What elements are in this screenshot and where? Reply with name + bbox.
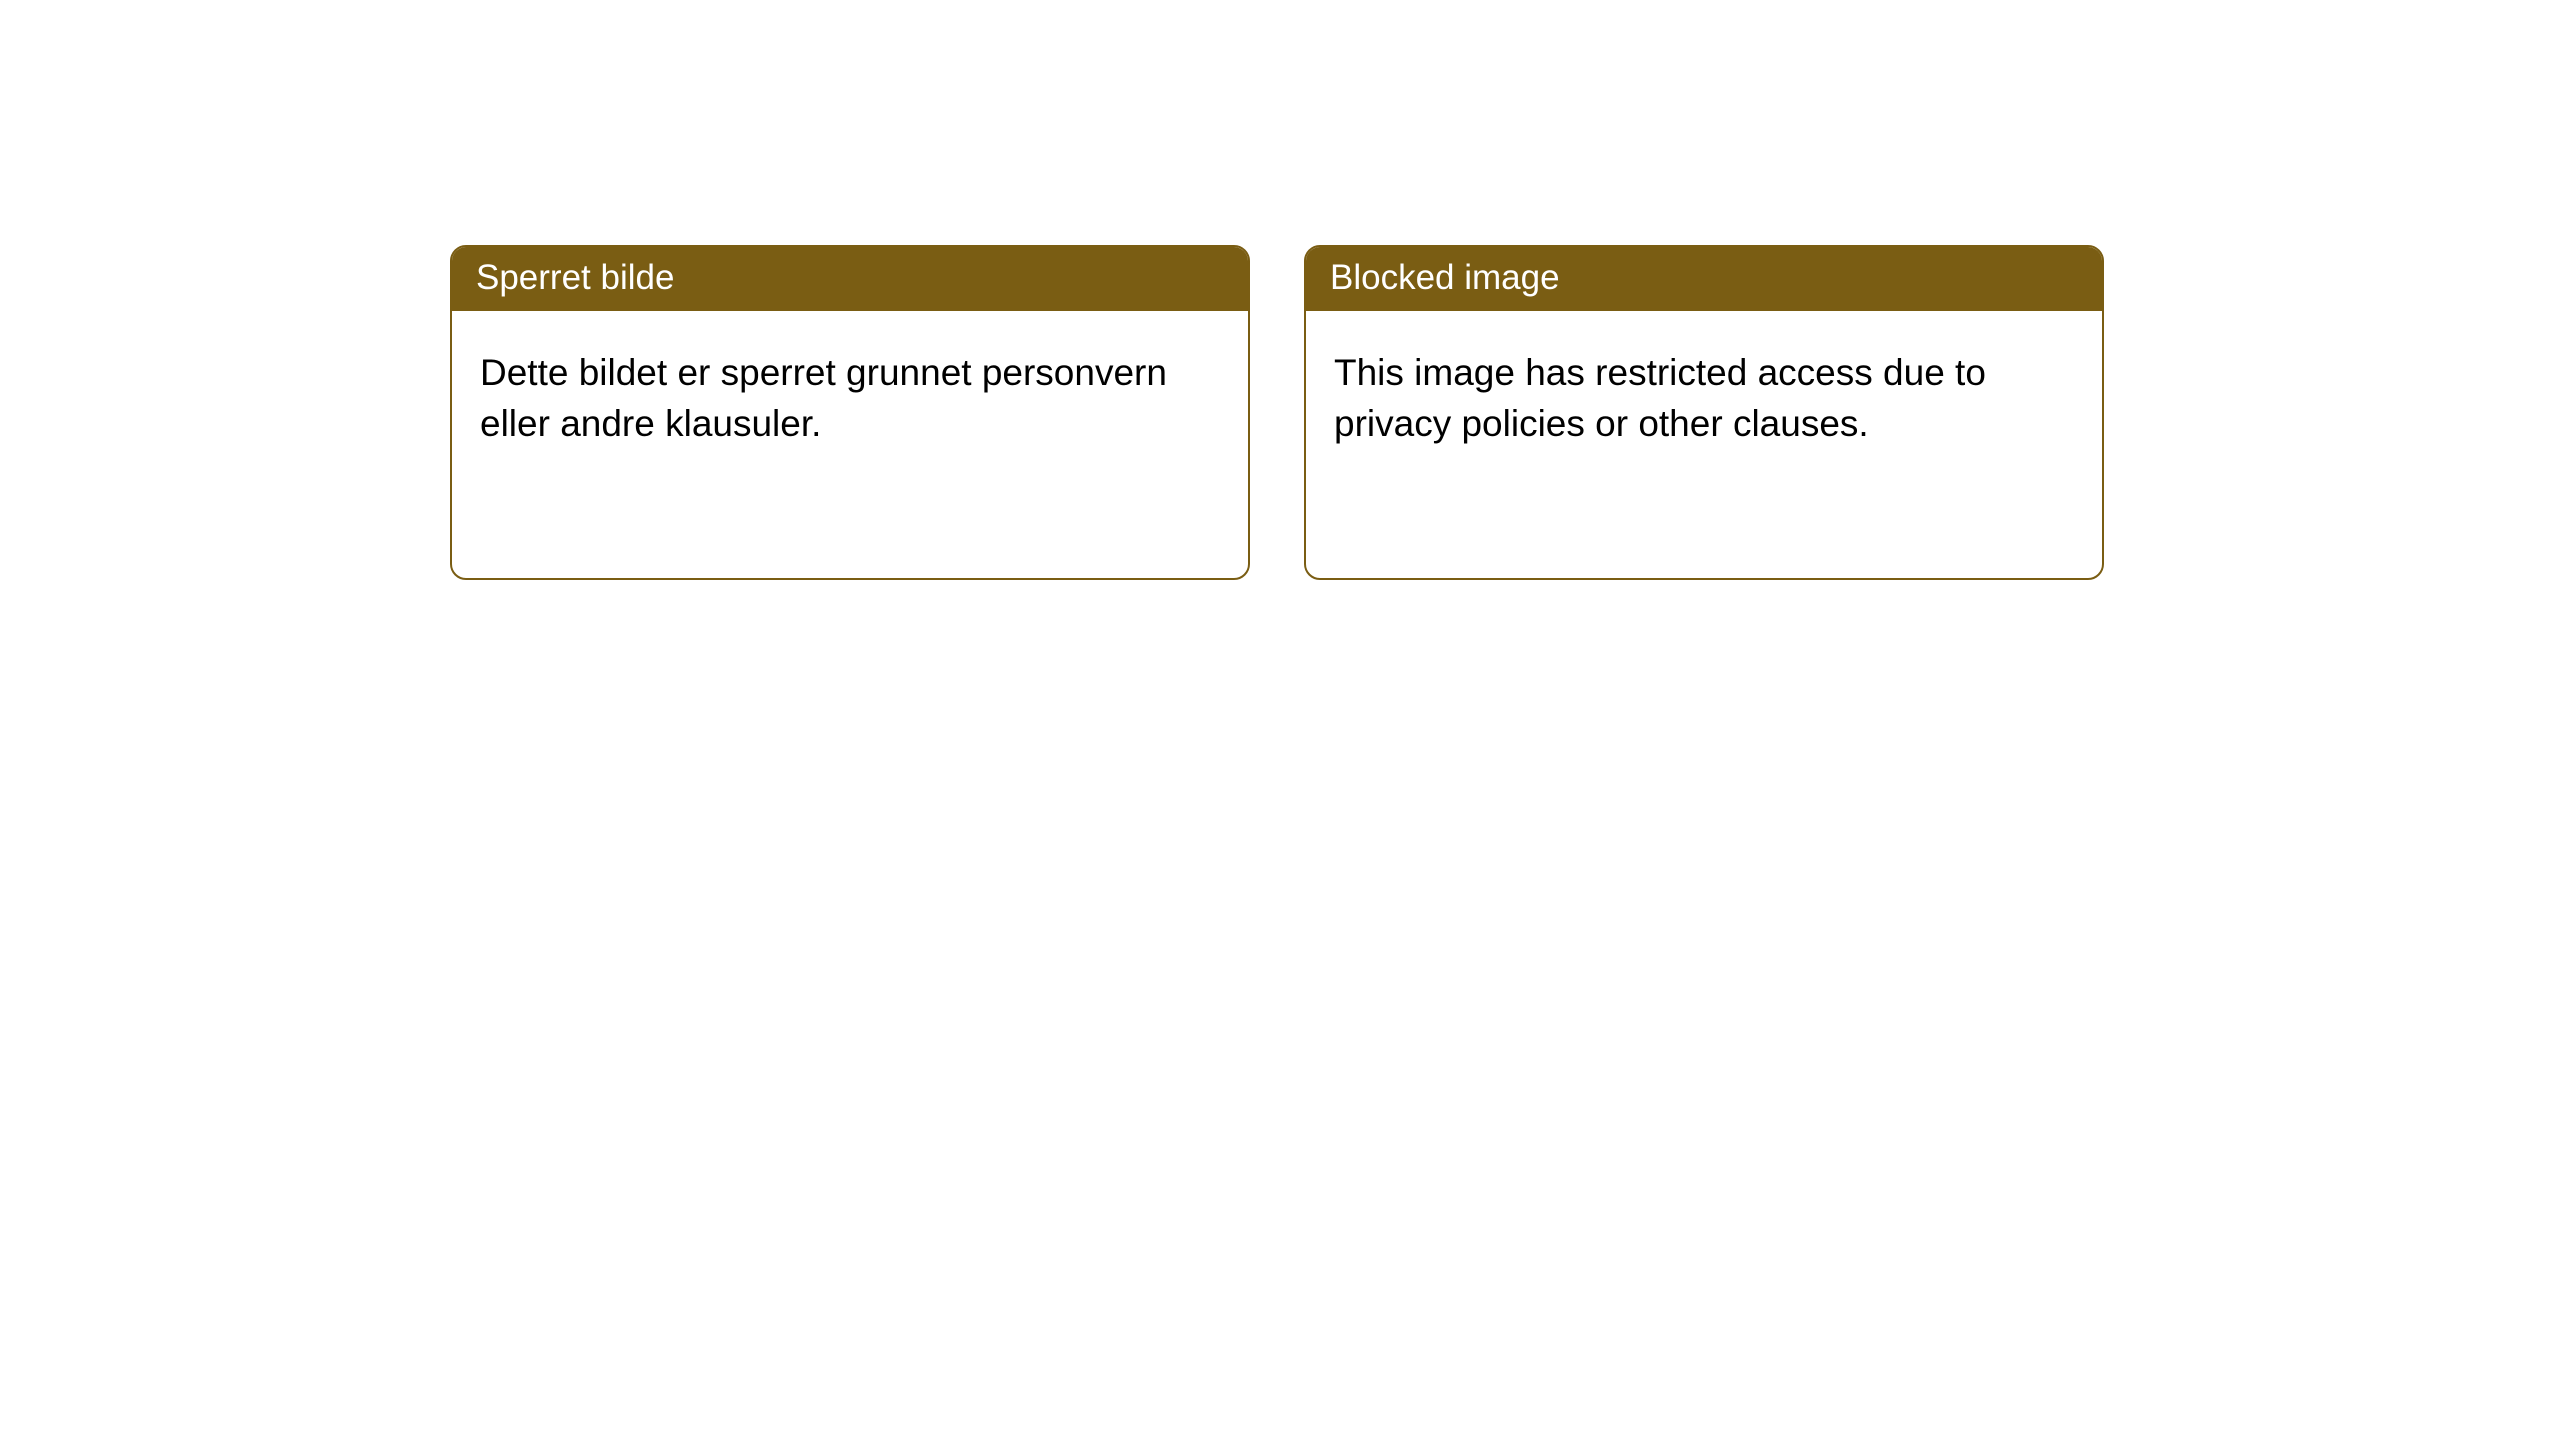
notice-container: Sperret bilde Dette bildet er sperret gr…: [450, 245, 2104, 580]
notice-header: Sperret bilde: [452, 247, 1248, 311]
notice-card-norwegian: Sperret bilde Dette bildet er sperret gr…: [450, 245, 1250, 580]
notice-body: Dette bildet er sperret grunnet personve…: [452, 311, 1248, 473]
notice-header: Blocked image: [1306, 247, 2102, 311]
notice-card-english: Blocked image This image has restricted …: [1304, 245, 2104, 580]
notice-body: This image has restricted access due to …: [1306, 311, 2102, 473]
